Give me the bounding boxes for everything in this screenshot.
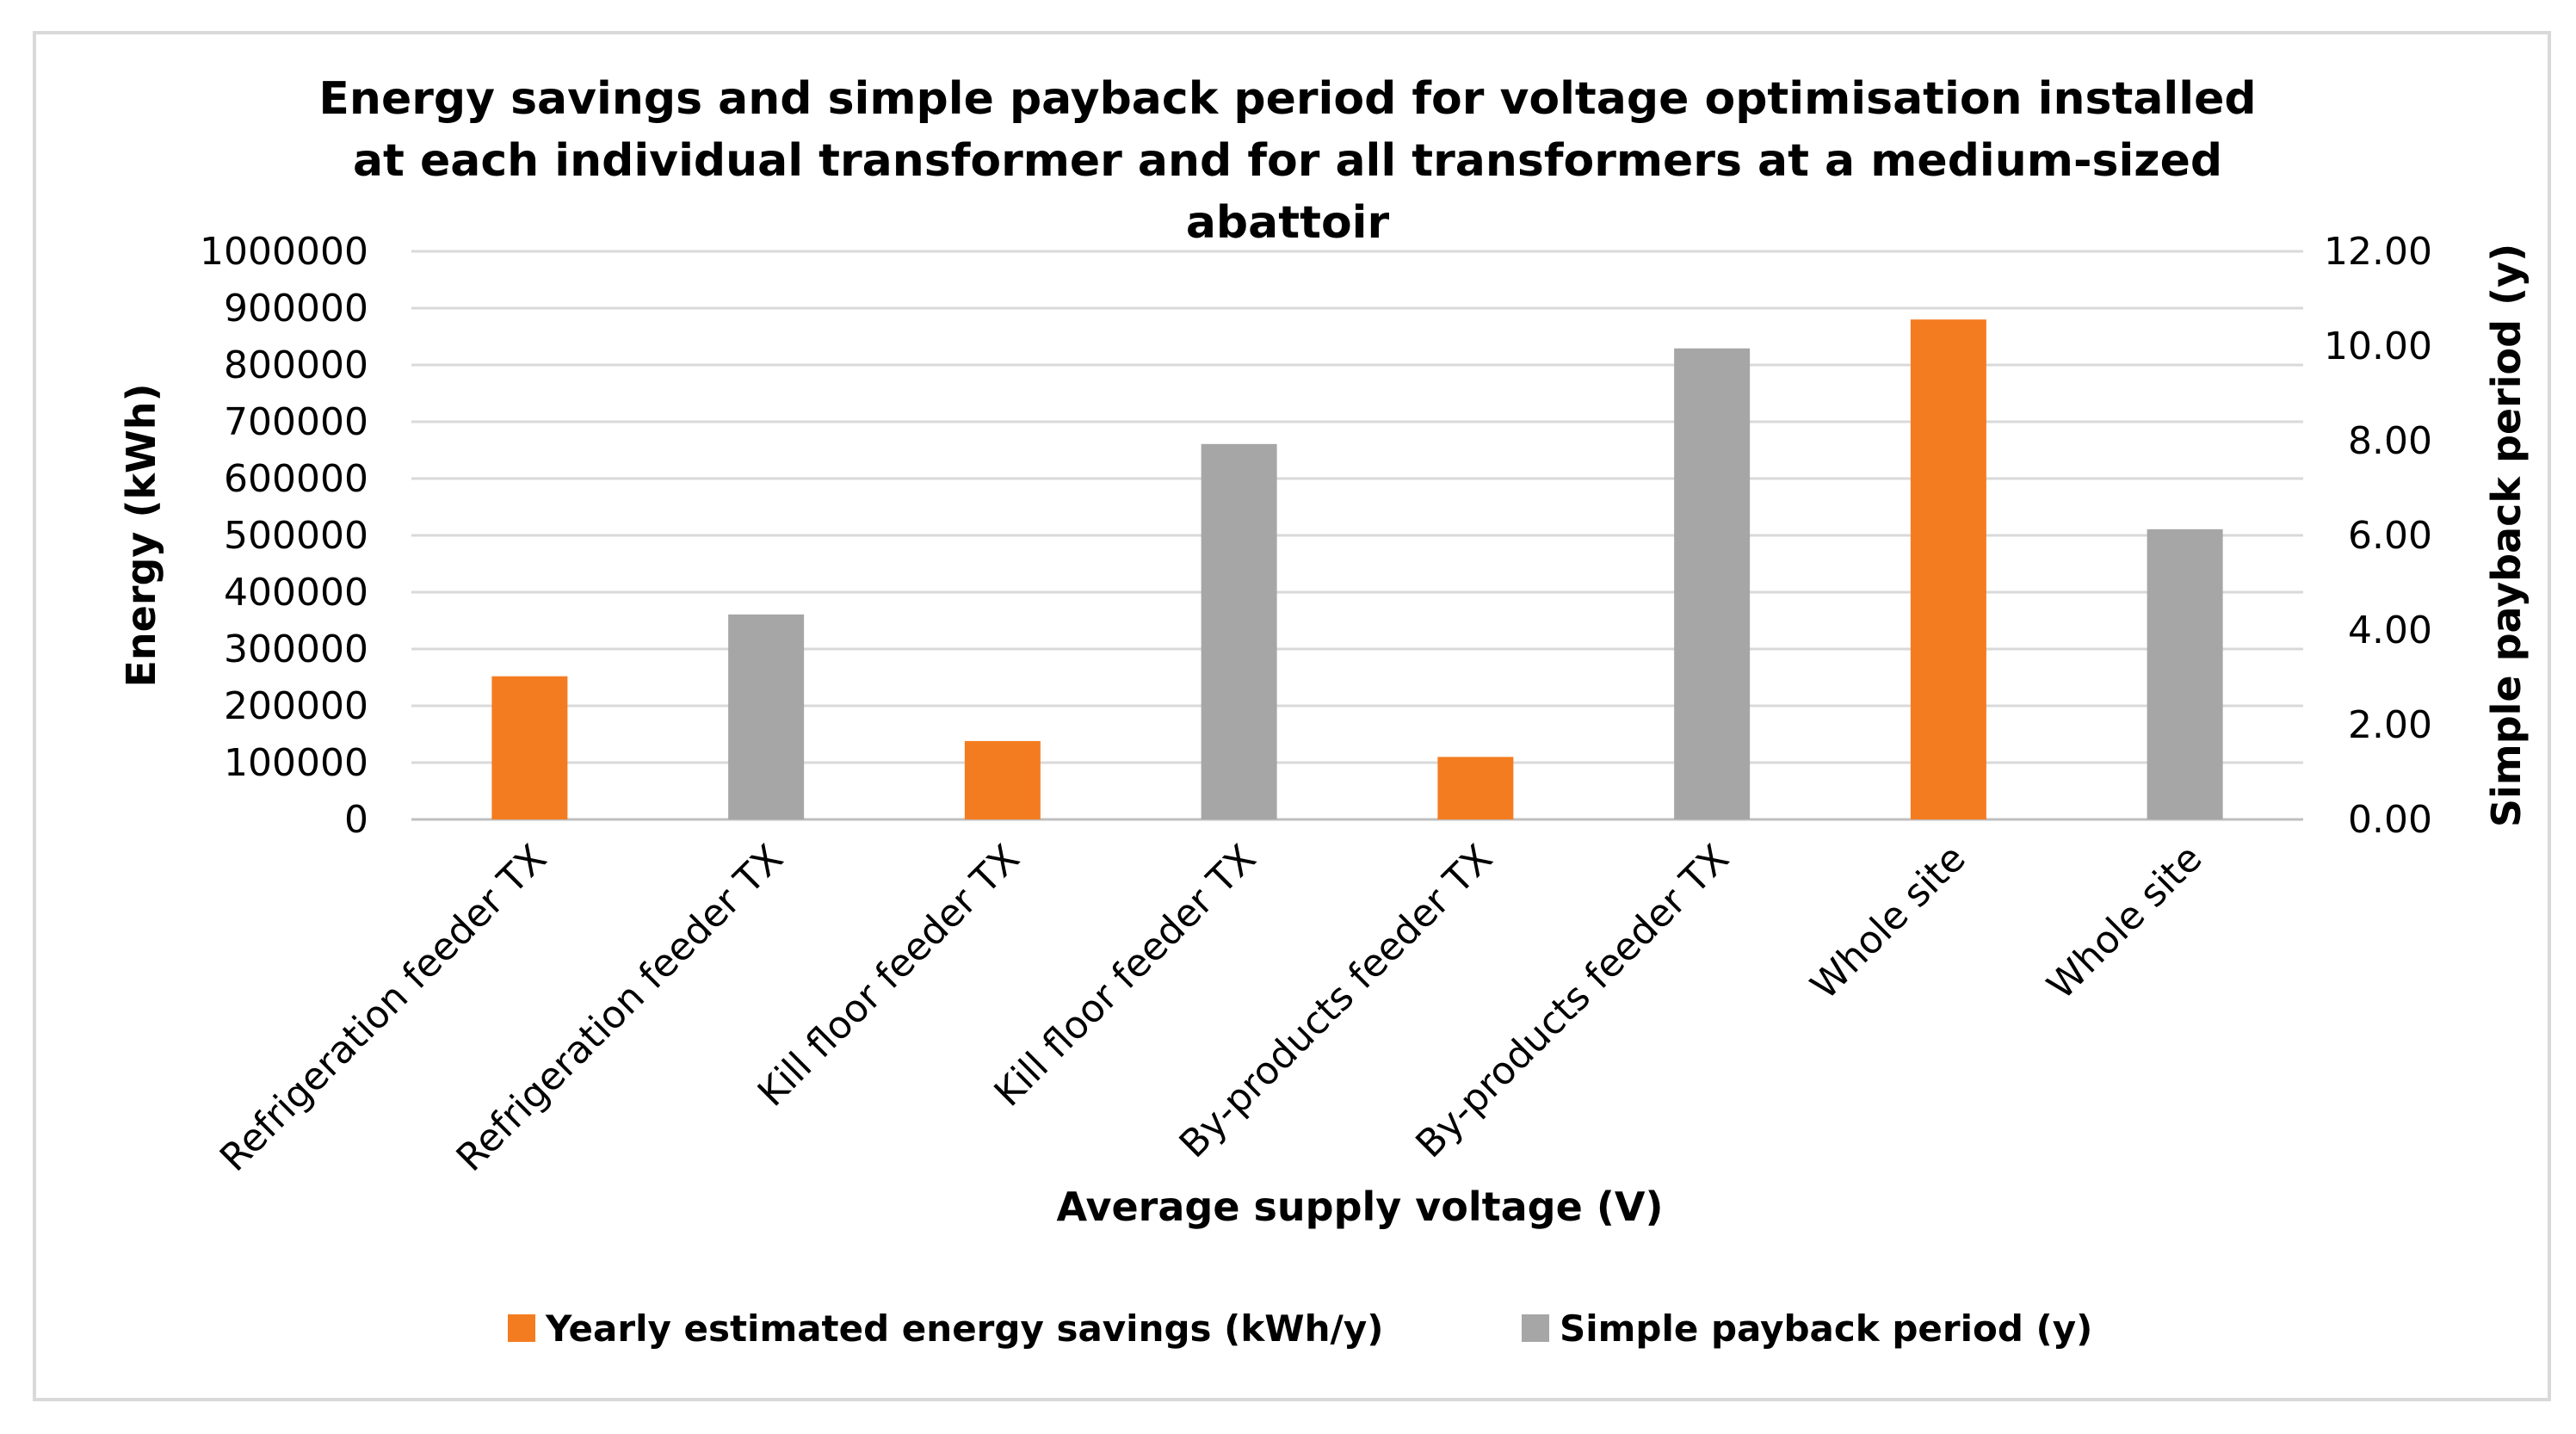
legend-label-energy: Yearly estimated energy savings (kWh/y) bbox=[545, 1307, 1383, 1350]
y-tick-label: 100000 bbox=[224, 741, 368, 785]
y-tick-label: 900000 bbox=[224, 287, 368, 331]
chart-frame bbox=[33, 31, 2551, 1401]
y2-tick-label: 10.00 bbox=[2324, 325, 2432, 368]
y2-tick-label: 8.00 bbox=[2348, 419, 2432, 463]
category-label: Whole site bbox=[2039, 837, 2210, 1008]
x-axis-title: Average supply voltage (V) bbox=[1057, 1184, 1664, 1230]
y2-axis-title: Simple payback period (y) bbox=[2483, 244, 2530, 827]
bar-payback-period bbox=[1201, 443, 1277, 819]
bar-energy-savings bbox=[491, 676, 568, 819]
y2-tick-label: 2.00 bbox=[2348, 703, 2432, 747]
y-tick-label: 200000 bbox=[224, 684, 368, 728]
y-tick-label: 500000 bbox=[224, 514, 368, 558]
bar-energy-savings bbox=[1437, 757, 1514, 819]
chart-title-line-1: Energy savings and simple payback period… bbox=[318, 73, 2256, 125]
chart-title-line-2: at each individual transformer and for a… bbox=[353, 135, 2222, 187]
bar-payback-period bbox=[1674, 348, 1751, 819]
y2-tick-label: 4.00 bbox=[2348, 609, 2432, 652]
y-tick-label: 800000 bbox=[224, 343, 368, 387]
y-tick-label: 400000 bbox=[224, 571, 368, 615]
y-tick-label: 600000 bbox=[224, 457, 368, 501]
y2-tick-label: 12.00 bbox=[2324, 230, 2432, 274]
bars bbox=[491, 319, 2223, 819]
y2-tick-label: 0.00 bbox=[2348, 798, 2432, 842]
chart-title-line-3: abattoir bbox=[1186, 197, 1390, 249]
legend: Yearly estimated energy savings (kWh/y) … bbox=[508, 1307, 2092, 1350]
legend-swatch-energy bbox=[508, 1314, 535, 1342]
bar-energy-savings bbox=[1910, 319, 1986, 819]
legend-label-payback: Simple payback period (y) bbox=[1560, 1307, 2092, 1350]
y2-tick-label: 6.00 bbox=[2348, 514, 2432, 558]
gridlines bbox=[411, 250, 2303, 821]
right-axis-ticks: 0.00 2.00 4.00 6.00 8.00 10.00 12.00 bbox=[2324, 230, 2432, 842]
y-tick-label: 0 bbox=[344, 798, 368, 842]
y-tick-label: 300000 bbox=[224, 627, 368, 671]
bar-payback-period bbox=[2147, 528, 2223, 819]
y-axis-title: Energy (kWh) bbox=[118, 383, 164, 687]
left-axis-ticks: 0 100000 200000 300000 400000 500000 600000 700… bbox=[200, 230, 368, 842]
legend-swatch-payback bbox=[1522, 1314, 1549, 1342]
chart-title: Energy savings and simple payback period… bbox=[318, 73, 2256, 249]
y-tick-label: 700000 bbox=[224, 400, 368, 444]
category-label: Kill floor feeder TX bbox=[986, 837, 1265, 1116]
bar-energy-savings bbox=[964, 740, 1041, 819]
category-label: Whole site bbox=[1802, 837, 1974, 1008]
bar-payback-period bbox=[728, 614, 805, 819]
category-label: Kill floor feeder TX bbox=[750, 837, 1029, 1116]
y-tick-label: 1000000 bbox=[200, 230, 368, 274]
